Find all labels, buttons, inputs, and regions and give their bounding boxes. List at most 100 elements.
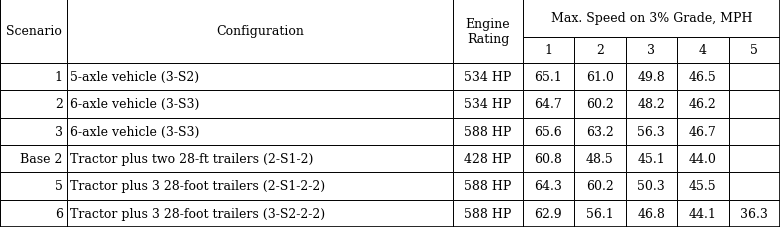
Bar bbox=[574, 145, 626, 173]
Text: 48.5: 48.5 bbox=[586, 152, 614, 165]
Text: 5-axle vehicle (3-S2): 5-axle vehicle (3-S2) bbox=[70, 71, 200, 84]
Bar bbox=[523, 145, 574, 173]
Text: 48.2: 48.2 bbox=[637, 98, 665, 111]
Text: 46.2: 46.2 bbox=[689, 98, 717, 111]
Bar bbox=[67, 118, 453, 145]
Text: Tractor plus two 28-ft trailers (2-S1-2): Tractor plus two 28-ft trailers (2-S1-2) bbox=[70, 152, 314, 165]
Bar bbox=[523, 64, 574, 91]
Bar bbox=[574, 91, 626, 118]
Bar bbox=[729, 173, 780, 200]
Bar bbox=[574, 173, 626, 200]
Text: 588 HP: 588 HP bbox=[464, 180, 512, 193]
Bar bbox=[523, 200, 574, 227]
Bar bbox=[677, 91, 729, 118]
Bar bbox=[453, 0, 523, 64]
Text: 3: 3 bbox=[55, 125, 62, 138]
Text: 65.6: 65.6 bbox=[534, 125, 562, 138]
Text: 6-axle vehicle (3-S3): 6-axle vehicle (3-S3) bbox=[70, 98, 200, 111]
Text: 49.8: 49.8 bbox=[637, 71, 665, 84]
Bar bbox=[67, 173, 453, 200]
Bar bbox=[574, 37, 626, 64]
Text: Tractor plus 3 28-foot trailers (3-S2-2-2): Tractor plus 3 28-foot trailers (3-S2-2-… bbox=[70, 207, 325, 220]
Text: 62.9: 62.9 bbox=[534, 207, 562, 220]
Text: 56.3: 56.3 bbox=[637, 125, 665, 138]
Text: 1: 1 bbox=[55, 71, 62, 84]
Text: 3: 3 bbox=[647, 44, 655, 57]
Text: 534 HP: 534 HP bbox=[464, 98, 512, 111]
Text: 534 HP: 534 HP bbox=[464, 71, 512, 84]
Bar bbox=[67, 0, 453, 64]
Bar bbox=[574, 64, 626, 91]
Text: 64.7: 64.7 bbox=[534, 98, 562, 111]
Bar bbox=[523, 0, 780, 37]
Text: 1: 1 bbox=[544, 44, 552, 57]
Bar bbox=[626, 145, 677, 173]
Bar bbox=[0, 173, 67, 200]
Text: 4: 4 bbox=[699, 44, 707, 57]
Bar bbox=[677, 118, 729, 145]
Text: 44.0: 44.0 bbox=[689, 152, 717, 165]
Bar bbox=[523, 118, 574, 145]
Bar bbox=[626, 64, 677, 91]
Text: 50.3: 50.3 bbox=[637, 180, 665, 193]
Text: 588 HP: 588 HP bbox=[464, 207, 512, 220]
Text: 61.0: 61.0 bbox=[586, 71, 614, 84]
Bar bbox=[0, 118, 67, 145]
Text: 46.5: 46.5 bbox=[689, 71, 717, 84]
Text: Engine
Rating: Engine Rating bbox=[466, 18, 510, 46]
Bar bbox=[677, 200, 729, 227]
Text: 6: 6 bbox=[55, 207, 62, 220]
Bar bbox=[626, 91, 677, 118]
Bar bbox=[67, 91, 453, 118]
Bar bbox=[729, 37, 780, 64]
Text: Tractor plus 3 28-foot trailers (2-S1-2-2): Tractor plus 3 28-foot trailers (2-S1-2-… bbox=[70, 180, 325, 193]
Text: 46.7: 46.7 bbox=[689, 125, 717, 138]
Text: 5: 5 bbox=[55, 180, 62, 193]
Bar bbox=[523, 37, 574, 64]
Bar bbox=[626, 200, 677, 227]
Bar bbox=[67, 145, 453, 173]
Bar bbox=[0, 0, 67, 64]
Bar bbox=[626, 173, 677, 200]
Bar bbox=[677, 37, 729, 64]
Bar bbox=[453, 64, 523, 91]
Bar bbox=[729, 64, 780, 91]
Text: 45.5: 45.5 bbox=[689, 180, 717, 193]
Bar bbox=[729, 145, 780, 173]
Bar bbox=[67, 200, 453, 227]
Bar bbox=[677, 173, 729, 200]
Text: 64.3: 64.3 bbox=[534, 180, 562, 193]
Text: 60.2: 60.2 bbox=[586, 180, 614, 193]
Text: 56.1: 56.1 bbox=[586, 207, 614, 220]
Text: 5: 5 bbox=[750, 44, 758, 57]
Bar bbox=[574, 118, 626, 145]
Text: 36.3: 36.3 bbox=[740, 207, 768, 220]
Text: 428 HP: 428 HP bbox=[464, 152, 512, 165]
Bar bbox=[453, 91, 523, 118]
Bar bbox=[0, 145, 67, 173]
Text: 2: 2 bbox=[596, 44, 604, 57]
Bar bbox=[523, 173, 574, 200]
Text: Base 2: Base 2 bbox=[20, 152, 62, 165]
Bar bbox=[0, 200, 67, 227]
Text: Max. Speed on 3% Grade, MPH: Max. Speed on 3% Grade, MPH bbox=[551, 12, 752, 25]
Bar bbox=[523, 91, 574, 118]
Text: 60.2: 60.2 bbox=[586, 98, 614, 111]
Text: 44.1: 44.1 bbox=[689, 207, 717, 220]
Text: Scenario: Scenario bbox=[5, 25, 62, 38]
Bar bbox=[453, 145, 523, 173]
Bar bbox=[67, 64, 453, 91]
Bar bbox=[574, 200, 626, 227]
Bar bbox=[677, 64, 729, 91]
Bar bbox=[453, 200, 523, 227]
Bar bbox=[729, 118, 780, 145]
Text: 588 HP: 588 HP bbox=[464, 125, 512, 138]
Text: 2: 2 bbox=[55, 98, 62, 111]
Bar bbox=[0, 64, 67, 91]
Bar bbox=[729, 91, 780, 118]
Text: 60.8: 60.8 bbox=[534, 152, 562, 165]
Bar bbox=[626, 37, 677, 64]
Bar bbox=[453, 118, 523, 145]
Text: 63.2: 63.2 bbox=[586, 125, 614, 138]
Bar bbox=[729, 200, 780, 227]
